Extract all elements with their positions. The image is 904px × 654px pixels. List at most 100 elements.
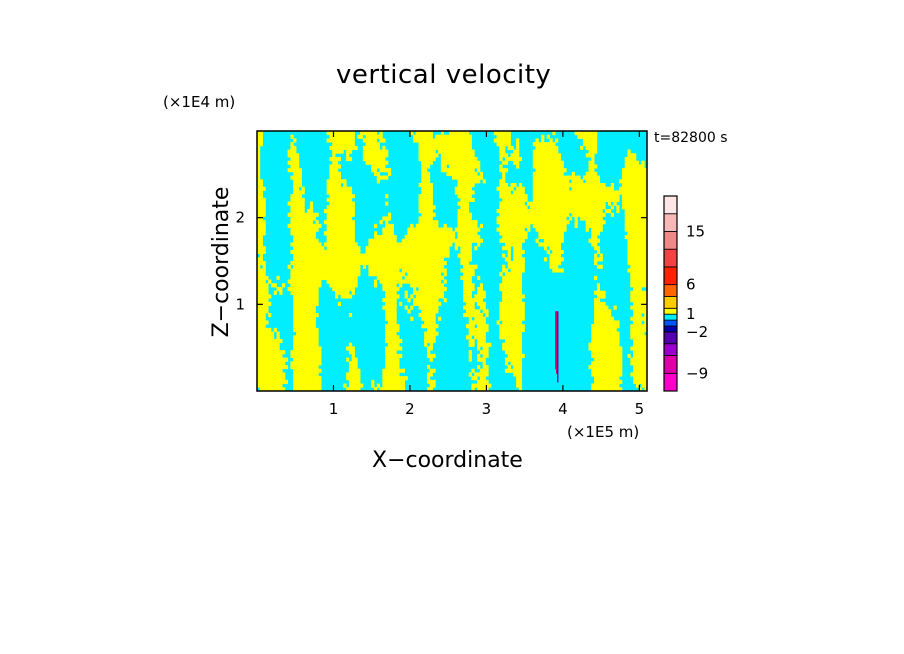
colorbar-segment xyxy=(663,213,678,232)
updraft-region xyxy=(571,186,614,191)
updraft-region xyxy=(499,205,528,210)
updraft-region xyxy=(257,350,286,355)
updraft-region xyxy=(499,168,509,173)
updraft-region xyxy=(415,223,439,228)
updraft-region xyxy=(443,298,447,303)
updraft-region xyxy=(499,238,525,243)
updraft-region xyxy=(413,298,439,303)
updraft-region xyxy=(555,138,559,143)
updraft-region xyxy=(357,134,364,139)
updraft-region xyxy=(257,327,272,332)
updraft-region xyxy=(499,313,525,318)
updraft-region xyxy=(630,316,647,321)
updraft-region xyxy=(290,275,358,280)
updraft-region xyxy=(351,353,355,358)
updraft-region xyxy=(457,220,478,225)
updraft-region xyxy=(307,209,314,214)
updraft-region xyxy=(257,149,261,154)
updraft-region xyxy=(332,160,339,165)
updraft-region xyxy=(591,324,620,329)
updraft-region xyxy=(362,157,386,162)
updraft-region xyxy=(627,249,647,254)
updraft-region xyxy=(627,238,647,243)
updraft-region xyxy=(591,361,623,366)
updraft-region xyxy=(346,387,361,391)
updraft-region xyxy=(624,216,647,221)
updraft-region xyxy=(499,179,506,184)
updraft-region xyxy=(257,372,286,377)
updraft-region xyxy=(585,171,598,176)
colorbar-segment xyxy=(663,313,678,321)
updraft-region xyxy=(282,283,286,288)
updraft-region xyxy=(257,383,283,388)
updraft-region xyxy=(376,175,389,180)
updraft-region xyxy=(457,179,481,184)
updraft-region xyxy=(482,361,486,366)
updraft-region xyxy=(630,275,647,280)
updraft-region xyxy=(496,227,525,232)
updraft-region xyxy=(504,357,523,362)
updraft-region xyxy=(496,220,570,225)
updraft-region xyxy=(474,246,478,251)
updraft-region xyxy=(516,383,523,388)
updraft-region xyxy=(449,164,481,169)
updraft-region xyxy=(443,272,447,277)
updraft-region xyxy=(543,257,548,262)
updraft-region xyxy=(257,346,280,351)
updraft-region xyxy=(257,190,263,195)
updraft-region xyxy=(571,171,575,176)
updraft-region xyxy=(348,368,361,373)
updraft-region xyxy=(385,346,403,351)
updraft-region xyxy=(309,205,314,210)
updraft-region xyxy=(516,138,520,143)
updraft-region xyxy=(460,275,472,280)
updraft-region xyxy=(382,376,408,381)
updraft-region xyxy=(424,320,436,325)
updraft-region xyxy=(532,223,567,228)
updraft-region xyxy=(293,246,325,251)
updraft-region xyxy=(329,194,355,199)
updraft-region xyxy=(293,235,316,240)
updraft-region xyxy=(552,131,556,136)
updraft-region xyxy=(346,149,353,154)
updraft-region xyxy=(293,383,322,388)
updraft-region xyxy=(257,368,283,373)
updraft-region xyxy=(621,197,647,202)
updraft-region xyxy=(594,313,612,318)
updraft-region xyxy=(465,309,481,314)
updraft-region xyxy=(518,387,523,391)
updraft-region xyxy=(516,145,520,150)
updraft-region xyxy=(502,268,509,273)
updraft-region xyxy=(499,301,525,306)
updraft-region xyxy=(257,157,261,162)
updraft-region xyxy=(385,313,397,318)
updraft-region xyxy=(582,175,601,180)
updraft-region xyxy=(290,283,322,288)
updraft-region xyxy=(574,220,578,225)
updraft-region xyxy=(257,275,269,280)
updraft-region xyxy=(454,242,472,247)
updraft-region xyxy=(513,365,523,370)
updraft-region xyxy=(257,361,286,366)
updraft-region xyxy=(499,305,525,310)
updraft-region xyxy=(257,145,261,150)
updraft-region xyxy=(374,387,378,391)
updraft-region xyxy=(413,290,445,295)
updraft-region xyxy=(627,253,647,258)
updraft-region xyxy=(463,298,484,303)
updraft-region xyxy=(513,257,525,262)
updraft-region xyxy=(440,168,475,173)
updraft-region xyxy=(418,216,433,221)
updraft-region xyxy=(385,350,397,355)
updraft-region xyxy=(630,290,647,295)
updraft-region xyxy=(421,212,436,217)
updraft-region xyxy=(440,131,445,136)
updraft-region xyxy=(326,138,355,143)
updraft-region xyxy=(594,309,612,314)
updraft-region xyxy=(257,227,266,232)
updraft-region xyxy=(596,287,601,292)
updraft-region xyxy=(502,171,506,176)
updraft-region xyxy=(418,205,436,210)
updraft-region xyxy=(329,201,355,206)
